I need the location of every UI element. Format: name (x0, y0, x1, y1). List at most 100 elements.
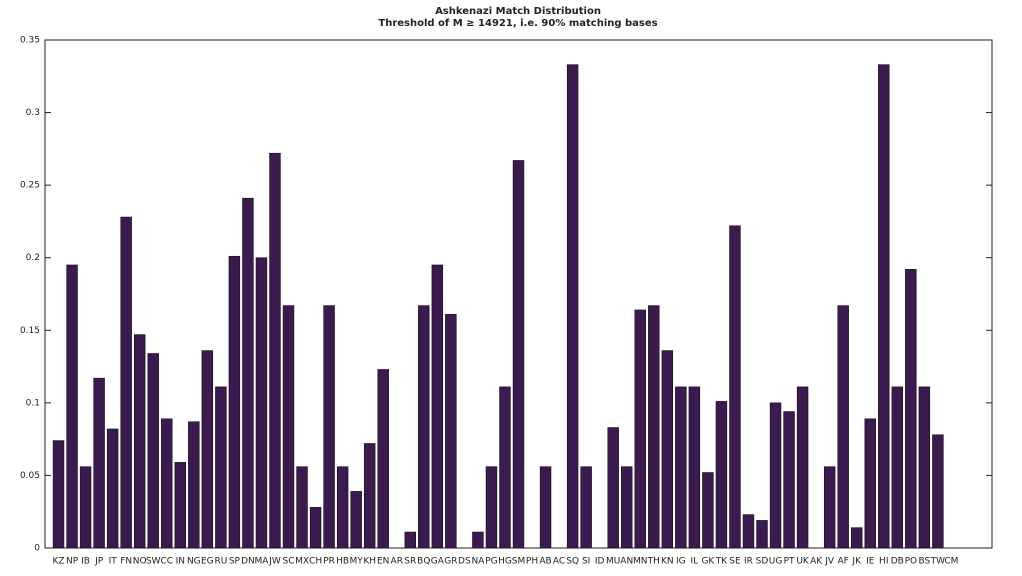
x-tick-label: JV (824, 557, 835, 567)
x-tick-label: TW (930, 557, 945, 567)
y-tick-label: 0.15 (20, 326, 40, 336)
x-tick-label: AF (838, 557, 849, 567)
bar (404, 531, 416, 549)
y-tick-label: 0.35 (20, 36, 40, 46)
x-tick-label: CH (309, 557, 322, 567)
chart-subtitle: Threshold of M ≥ 14921, i.e. 90% matchin… (378, 18, 657, 29)
bar (607, 427, 619, 549)
bar (580, 466, 592, 549)
x-tick-label: NG (187, 557, 201, 567)
bar (174, 462, 186, 549)
bar (837, 305, 849, 549)
x-tick-label: TH (647, 557, 660, 567)
x-tick-label: JW (268, 557, 281, 567)
bar (796, 386, 809, 549)
bar (363, 443, 376, 549)
x-tick-label: SM (512, 557, 525, 567)
x-tick-label: AR (391, 557, 403, 567)
bar (242, 197, 254, 549)
x-tick-label: PT (784, 557, 795, 567)
x-tick-label: HG (498, 557, 512, 567)
bar (851, 527, 863, 549)
x-tick-label: DB (891, 557, 904, 567)
x-tick-label: RU (214, 557, 227, 567)
bar (485, 466, 498, 549)
bar (161, 418, 173, 549)
bar (566, 64, 579, 549)
x-tick-label: PO (905, 557, 918, 567)
bar (688, 386, 701, 549)
x-tick-label: PG (485, 557, 497, 567)
x-tick-label: MY (350, 557, 364, 567)
bar (783, 411, 795, 549)
x-tick-label: GK (701, 557, 715, 567)
y-tick-label: 0.25 (20, 181, 40, 191)
x-tick-label: BQ (417, 557, 430, 567)
bar (823, 466, 836, 549)
bar (878, 64, 890, 549)
bar (431, 264, 444, 549)
bar (675, 386, 687, 549)
bar (228, 255, 241, 549)
bar (418, 305, 430, 549)
bar (323, 305, 335, 549)
x-tick-label: SW (146, 557, 161, 567)
y-tick-label: 0.1 (26, 398, 40, 408)
x-tick-label: MN (633, 557, 648, 567)
bar (499, 386, 511, 549)
x-tick-label: HB (336, 557, 349, 567)
x-tick-label: UG (769, 557, 783, 567)
x-tick-label: IB (81, 557, 90, 567)
x-tick-label: EG (201, 557, 214, 567)
y-tick-label: 0.3 (26, 108, 40, 118)
bar (742, 514, 755, 549)
y-tick-label: 0.2 (26, 253, 40, 263)
x-tick-label: HI (879, 557, 888, 567)
bar (918, 386, 931, 549)
bar (269, 152, 281, 549)
bar (905, 269, 917, 549)
x-tick-label: KN (661, 557, 674, 567)
x-tick-label: JK (851, 557, 862, 567)
x-tick-label: NA (471, 557, 485, 567)
x-tick-label: DS (458, 557, 471, 567)
bar (201, 350, 214, 549)
bar (702, 472, 714, 549)
x-tick-label: MU (606, 557, 620, 567)
x-tick-label: DN (241, 557, 255, 567)
x-tick-label: NP (66, 557, 79, 567)
bar (296, 466, 308, 549)
bar (93, 377, 105, 549)
bar (715, 401, 728, 549)
bar (350, 491, 362, 549)
bar (864, 418, 876, 549)
x-tick-label: KZ (52, 557, 64, 567)
x-tick-label: JP (94, 557, 104, 567)
x-tick-label: MA (254, 557, 269, 567)
x-tick-label: MX (295, 557, 309, 567)
chart-title: Ashkenazi Match Distribution (435, 6, 601, 17)
x-tick-label: AK (810, 557, 823, 567)
x-tick-label: CC (160, 557, 173, 567)
bar (52, 440, 65, 549)
bar (147, 353, 159, 549)
x-tick-label: AN (620, 557, 633, 567)
x-tick-label: NO (133, 557, 147, 567)
bar (188, 421, 200, 549)
bar (106, 428, 119, 549)
bar (756, 520, 768, 549)
x-tick-label: KH (363, 557, 376, 567)
bar (66, 264, 78, 549)
bar (932, 434, 944, 549)
x-tick-label: PH (526, 557, 538, 567)
bar (336, 466, 349, 549)
x-tick-label: SD (756, 557, 769, 567)
x-tick-label: SR (404, 557, 416, 567)
x-tick-label: CM (944, 557, 958, 567)
x-tick-label: SC (283, 557, 295, 567)
x-tick-label: FN (120, 557, 132, 567)
x-tick-label: SE (729, 557, 741, 567)
x-tick-label: SI (582, 557, 590, 567)
bar (309, 507, 322, 549)
